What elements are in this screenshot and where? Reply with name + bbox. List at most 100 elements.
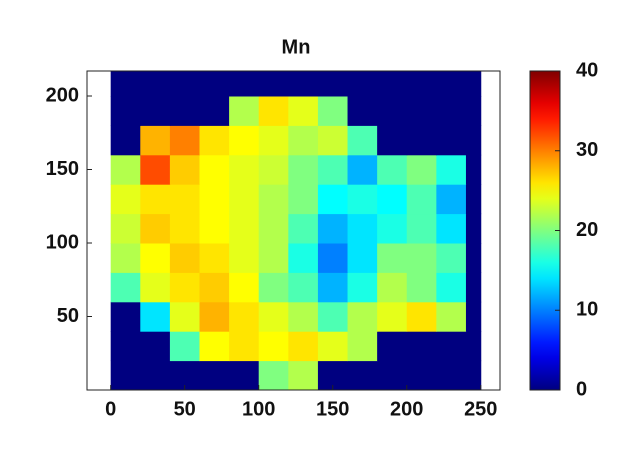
heatmap-cell [406, 184, 437, 215]
heatmap-cell [258, 242, 289, 273]
heatmap-cell [140, 184, 171, 215]
heatmap-cell [169, 272, 201, 303]
heatmap-cell [169, 213, 201, 244]
heatmap-cell [140, 95, 171, 126]
heatmap-cell [288, 184, 319, 215]
heatmap-cell [169, 125, 201, 156]
heatmap-cell [288, 95, 319, 126]
heatmap-cell [377, 184, 408, 215]
heatmap-cell [169, 331, 201, 362]
heatmap-cell [377, 154, 408, 185]
heatmap-cell [317, 125, 349, 156]
heatmap-cell [288, 360, 319, 391]
heatmap-cell [406, 154, 437, 185]
heatmap-cell [199, 213, 230, 244]
colorbar-tick-label: 30 [576, 139, 598, 161]
heatmap-cell [465, 360, 482, 391]
heatmap-cell [229, 125, 260, 156]
heatmap-cell [110, 213, 141, 244]
heatmap-cell [377, 360, 408, 391]
heatmap-cell [110, 154, 141, 185]
heatmap-cell [140, 242, 171, 273]
heatmap-cell [258, 125, 289, 156]
heatmap-cell [347, 331, 378, 362]
heatmap-cell [199, 331, 230, 362]
heatmap-cell [465, 125, 482, 156]
heatmap-cell [288, 331, 319, 362]
chart-title: Mn [282, 36, 311, 58]
heatmap-cell [347, 95, 378, 126]
colorbar-tick-label: 0 [576, 378, 587, 400]
heatmap-cell [110, 272, 141, 303]
heatmap-cell [465, 331, 482, 362]
heatmap-cell [317, 154, 349, 185]
x-tick-label: 0 [105, 398, 116, 420]
x-tick-label: 200 [390, 398, 423, 420]
heatmap-cell [377, 95, 408, 126]
x-tick-label: 150 [316, 398, 349, 420]
heatmap-cell [406, 125, 437, 156]
heatmap-cell [199, 95, 230, 126]
heatmap-cell [229, 154, 260, 185]
heatmap-cell [377, 213, 408, 244]
heatmap-cell [258, 213, 289, 244]
heatmap-cell [140, 154, 171, 185]
heatmap-cell [199, 301, 230, 332]
heatmap-cell [347, 125, 378, 156]
heatmap-cell [110, 331, 141, 362]
heatmap-cell [377, 242, 408, 273]
heatmap-cell [347, 242, 378, 273]
heatmap-cell [258, 301, 289, 332]
x-tick-label: 50 [174, 398, 196, 420]
heatmap-cell [110, 242, 141, 273]
heatmap-cell [465, 272, 482, 303]
heatmap-cell [347, 360, 378, 391]
heatmap-cell [140, 331, 171, 362]
x-tick-label: 250 [464, 398, 497, 420]
heatmap-cell [465, 242, 482, 273]
heatmap-cell [258, 331, 289, 362]
heatmap-cell [229, 331, 260, 362]
heatmap-cell [288, 272, 319, 303]
heatmap-cell [406, 95, 437, 126]
heatmap-cell [140, 272, 171, 303]
heatmap-cell [140, 301, 171, 332]
heatmap-cell [199, 125, 230, 156]
heatmap-cell [288, 242, 319, 273]
heatmap-cell [110, 301, 141, 332]
heatmap-cell [347, 301, 378, 332]
heatmap-cell [377, 301, 408, 332]
heatmap-cell [347, 272, 378, 303]
heatmap-cell [229, 301, 260, 332]
heatmap-cell [229, 272, 260, 303]
heatmap [110, 71, 482, 391]
heatmap-cell [436, 154, 467, 185]
heatmap-cell [317, 95, 349, 126]
heatmap-cell [406, 71, 437, 97]
heatmap-cell [199, 154, 230, 185]
heatmap-cell [377, 71, 408, 97]
heatmap-cell [169, 301, 201, 332]
heatmap-cell [465, 301, 482, 332]
heatmap-cell [199, 360, 230, 391]
y-tick-label: 50 [57, 305, 79, 327]
heatmap-cell [465, 95, 482, 126]
heatmap-cell [436, 272, 467, 303]
heatmap-cell [199, 272, 230, 303]
heatmap-cell [317, 213, 349, 244]
heatmap-cell [406, 331, 437, 362]
heatmap-cell [140, 71, 171, 97]
heatmap-cell [436, 71, 467, 97]
heatmap-cell [436, 331, 467, 362]
heatmap-cell [169, 154, 201, 185]
heatmap-cell [140, 213, 171, 244]
heatmap-cell [347, 71, 378, 97]
heatmap-cell [140, 360, 171, 391]
colorbar-tick-label: 40 [576, 59, 598, 81]
y-tick-label: 200 [46, 84, 79, 106]
heatmap-cell [288, 125, 319, 156]
heatmap-cell [288, 301, 319, 332]
heatmap-cell [436, 242, 467, 273]
heatmap-cell [436, 184, 467, 215]
